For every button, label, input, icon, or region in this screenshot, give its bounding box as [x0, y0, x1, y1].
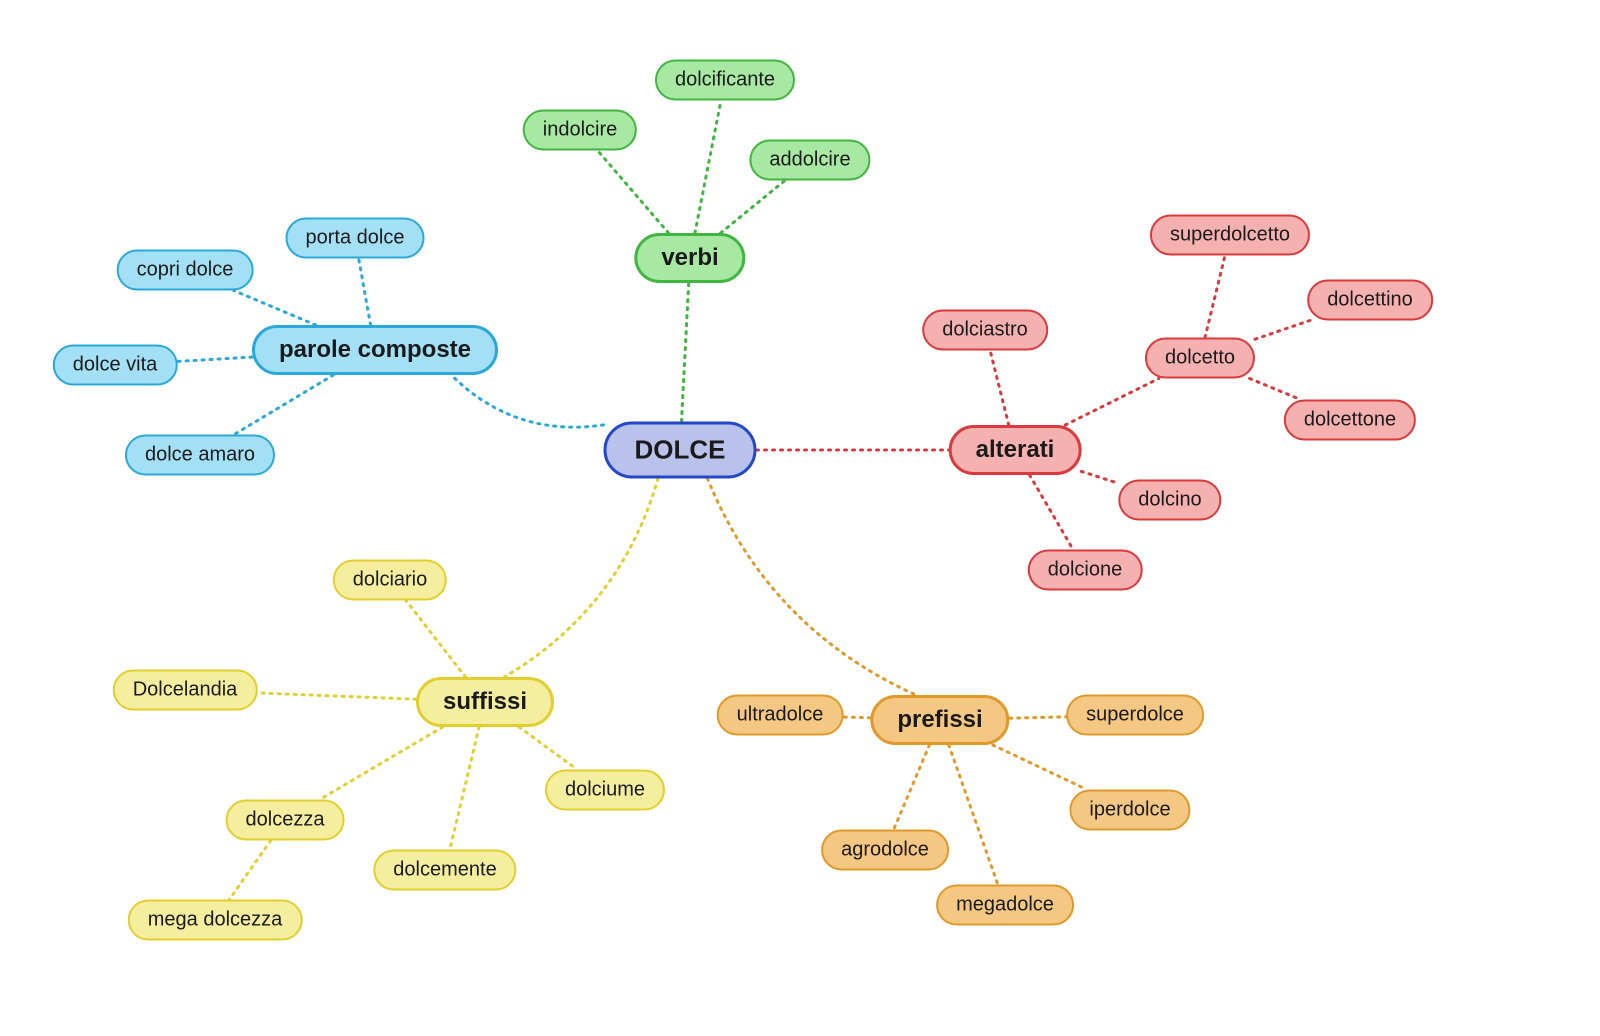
node-dolcezza[interactable]: dolcezza: [226, 800, 345, 841]
node-pref[interactable]: prefissi: [870, 695, 1009, 745]
edge-parole-copridolce: [234, 291, 316, 326]
edge-pref-ultradolce: [843, 717, 870, 718]
node-dolciario[interactable]: dolciario: [333, 560, 447, 601]
edge-dolcetto-dolcettone: [1250, 379, 1301, 400]
node-dolcettino[interactable]: dolcettino: [1307, 280, 1433, 321]
edge-root-parole: [451, 375, 603, 427]
edge-verbi-indolcire: [598, 151, 669, 234]
edge-pref-agrodolce: [894, 745, 930, 830]
node-indolcire[interactable]: indolcire: [523, 110, 637, 151]
edge-alt-dolcetto: [1065, 379, 1159, 426]
node-dolcino[interactable]: dolcino: [1118, 480, 1221, 521]
node-agrodolce[interactable]: agrodolce: [821, 830, 949, 871]
node-dolcevita[interactable]: dolce vita: [53, 345, 178, 386]
node-dolcetto[interactable]: dolcetto: [1145, 338, 1255, 379]
node-portadolce[interactable]: porta dolce: [286, 218, 425, 259]
edge-pref-iperdolce: [993, 745, 1087, 790]
edge-verbi-dolcificante: [695, 101, 721, 234]
node-megadolcezza[interactable]: mega dolcezza: [128, 900, 303, 941]
edge-pref-superdolce: [1010, 717, 1066, 718]
node-dolcettone[interactable]: dolcettone: [1284, 400, 1416, 441]
edge-dolcezza-megadolcezza: [229, 841, 270, 900]
edge-alt-dolcione: [1030, 475, 1073, 550]
node-root[interactable]: DOLCE: [604, 422, 757, 479]
edge-parole-dolceamaro: [234, 375, 333, 435]
node-ultradolce[interactable]: ultradolce: [717, 695, 844, 736]
node-superdolcetto[interactable]: superdolcetto: [1150, 215, 1310, 256]
node-dolcemente[interactable]: dolcemente: [373, 850, 516, 891]
edge-suff-dolciume: [519, 727, 577, 770]
edge-root-suff: [504, 479, 658, 678]
edge-suff-dolcemente: [450, 727, 479, 850]
edge-dolcetto-dolcettino: [1255, 321, 1310, 340]
edge-root-pref: [707, 479, 915, 696]
edge-alt-dolcino: [1081, 471, 1118, 483]
edge-parole-portadolce: [359, 259, 371, 326]
edge-suff-dolciario: [406, 601, 466, 678]
node-suff[interactable]: suffissi: [416, 677, 554, 727]
node-dolciume[interactable]: dolciume: [545, 770, 665, 811]
edge-alt-dolciastro: [990, 351, 1009, 426]
node-dolciastro[interactable]: dolciastro: [922, 310, 1048, 351]
node-alt[interactable]: alterati: [949, 425, 1082, 475]
node-dolcione[interactable]: dolcione: [1028, 550, 1143, 591]
node-copridolce[interactable]: copri dolce: [117, 250, 254, 291]
edge-root-verbi: [681, 283, 688, 422]
node-iperdolce[interactable]: iperdolce: [1069, 790, 1190, 831]
node-verbi[interactable]: verbi: [634, 233, 745, 283]
node-dolcelandia[interactable]: Dolcelandia: [113, 670, 258, 711]
edge-suff-dolcelandia: [257, 693, 416, 699]
node-dolcificante[interactable]: dolcificante: [655, 60, 795, 101]
edge-suff-dolcezza: [320, 727, 443, 800]
edge-parole-dolcevita: [177, 357, 252, 361]
node-dolceamaro[interactable]: dolce amaro: [125, 435, 275, 476]
node-addolcire[interactable]: addolcire: [749, 140, 870, 181]
node-parole[interactable]: parole composte: [252, 325, 498, 375]
edge-verbi-addolcire: [721, 181, 785, 234]
edge-pref-megadolce: [949, 745, 998, 885]
node-megadolce[interactable]: megadolce: [936, 885, 1074, 926]
edge-dolcetto-superdolcetto: [1205, 256, 1225, 338]
node-superdolce[interactable]: superdolce: [1066, 695, 1204, 736]
